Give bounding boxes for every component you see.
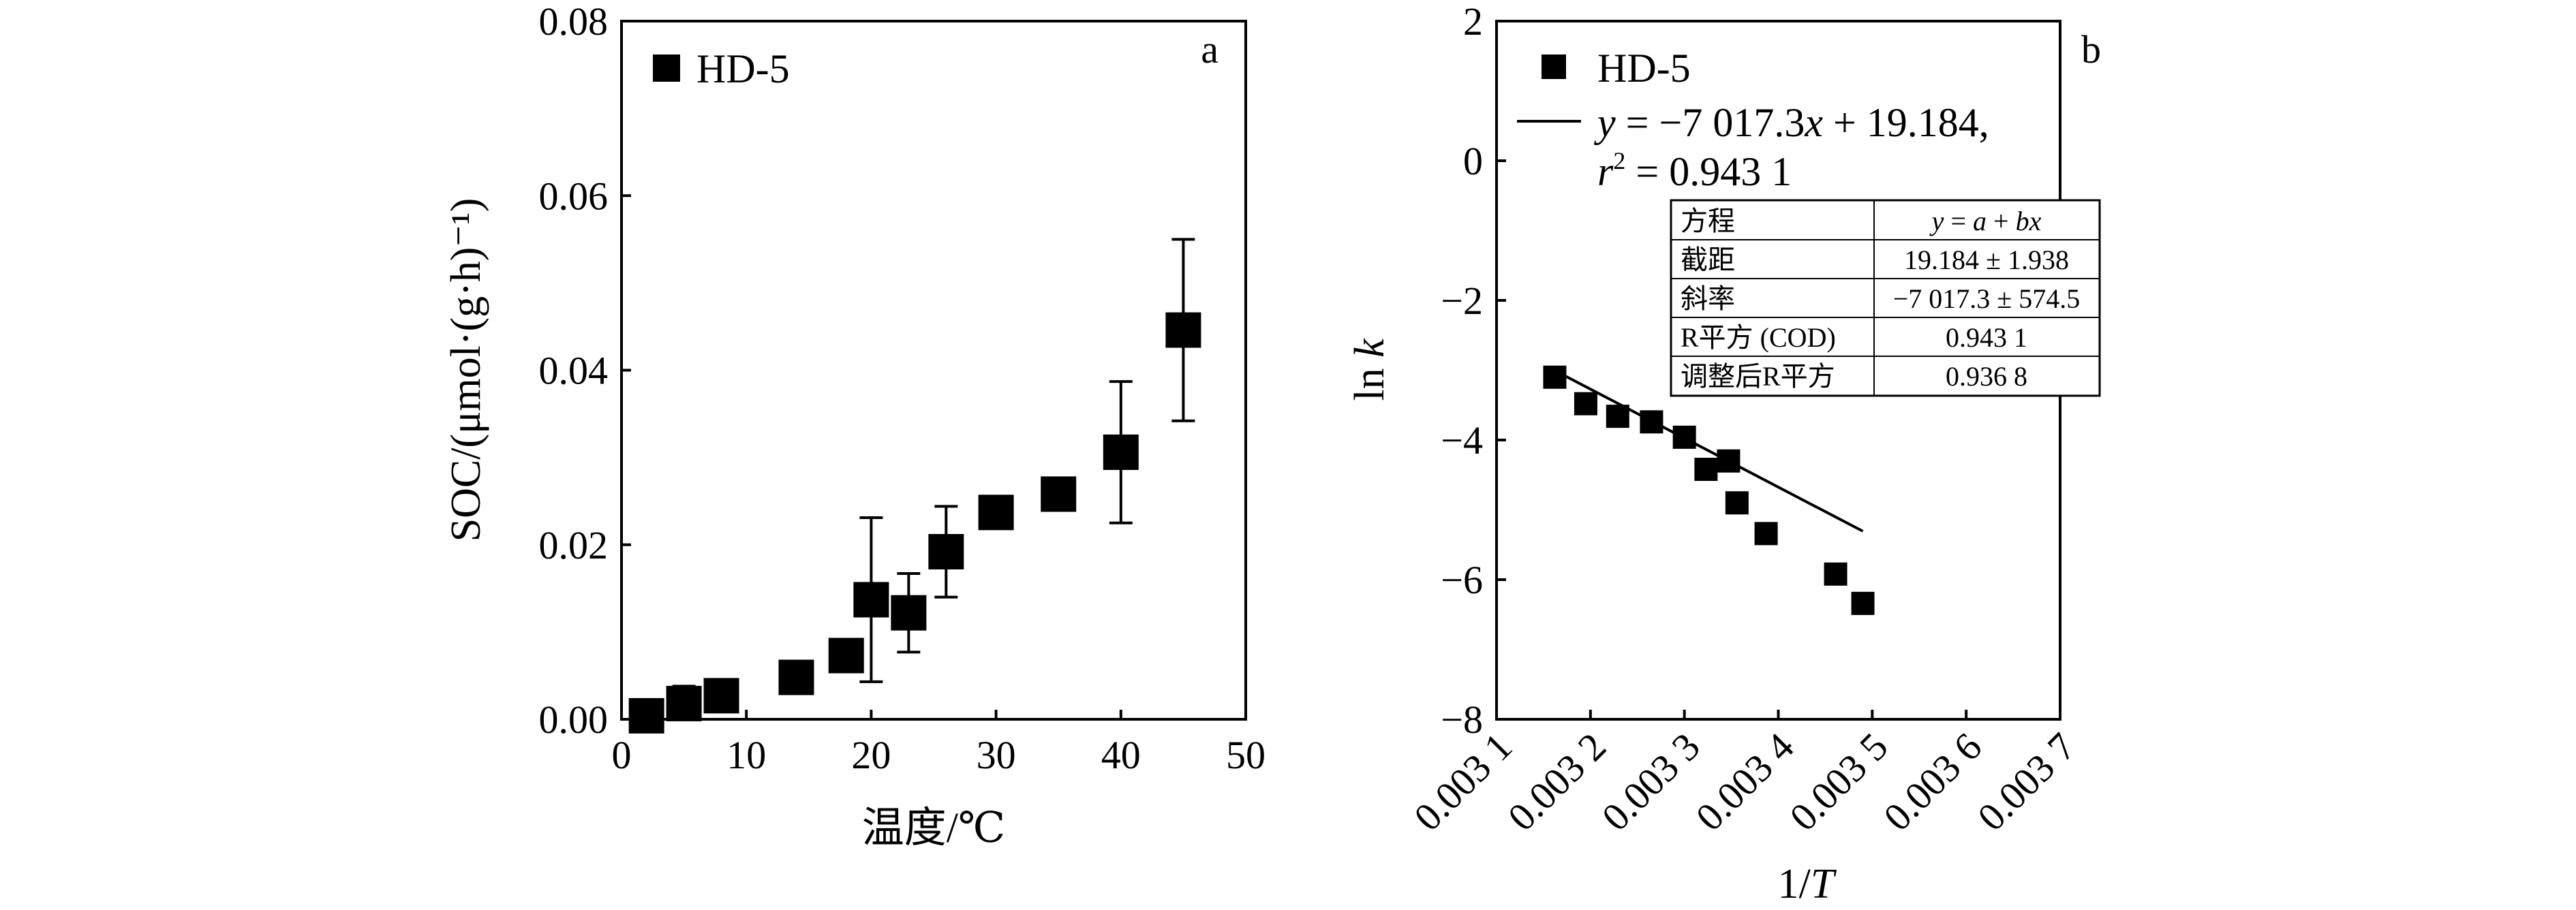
chart-b-y-tick-label: 0	[1463, 139, 1483, 183]
fit-table-label-adj-r2: 调整后R平方	[1681, 361, 1835, 392]
chart-b-fit-eq-mid: = −7 017.3	[1616, 100, 1805, 145]
chart-a-x-tick-label: 40	[1101, 733, 1141, 777]
chart-b-fit-eq-end: + 19.184,	[1823, 100, 1989, 145]
chart-a-y-tick-label: 0.08	[539, 0, 609, 44]
chart-a-point	[928, 534, 964, 569]
chart-b-legend-marker	[1542, 54, 1566, 79]
chart-b-point	[1672, 425, 1696, 449]
chart-b-x-tick-label: 0.003 7	[1969, 724, 2084, 839]
chart-a-x-tick-label: 30	[977, 733, 1016, 777]
fit-table-label-equation: 方程	[1681, 206, 1735, 236]
chart-b-fit-eq-y: y	[1593, 100, 1616, 145]
chart-a-frame	[620, 20, 1247, 721]
chart-b-legend-label: HD-5	[1597, 46, 1691, 91]
chart-b-legend: HD-5 y = −7 017.3x + 19.184, r2 = 0.943 …	[1517, 46, 1989, 194]
chart-a-point	[978, 495, 1014, 531]
chart-b-y-axis-title-prefix: ln	[1347, 358, 1393, 401]
chart-b-point	[1640, 410, 1663, 434]
chart-b-fit-eq-x: x	[1804, 100, 1823, 145]
chart-b-fit-line	[1554, 369, 1864, 533]
chart-a-x-tick-label: 10	[726, 733, 766, 777]
chart-b-x-axis-title-prefix: 1/	[1778, 861, 1811, 907]
chart-b-y-tick-label: 2	[1463, 0, 1483, 44]
chart-a-x-tick-label: 20	[851, 733, 891, 777]
chart-b-x-axis-title: 1/T	[1778, 861, 1837, 907]
chart-a-marks	[628, 238, 1201, 734]
chart-b-point	[1543, 365, 1567, 389]
chart-b-point	[1754, 522, 1778, 546]
chart-b-x-tick-label: 0.003 5	[1781, 724, 1897, 839]
chart-b-x-tick-label: 0.003 3	[1593, 724, 1708, 839]
chart-a-legend: HD-5	[653, 46, 790, 91]
fit-table-eq-bx: bx	[2016, 206, 2042, 236]
chart-a-x-tick-label: 50	[1226, 733, 1266, 777]
chart-b-x-tick-label: 0.003 6	[1875, 724, 1990, 839]
chart-b-y-axis-title: ln k	[1347, 338, 1393, 401]
chart-b-fit-table: 方程 y = a + bx 截距 19.184 ± 1.938 斜率 −7 01…	[1670, 199, 2101, 397]
chart-b-point	[1717, 449, 1741, 473]
fit-table-label-intercept: 截距	[1681, 245, 1735, 275]
chart-b-point	[1824, 562, 1847, 586]
chart-b-y-tick-label: −8	[1441, 697, 1483, 742]
chart-a-y-tick-label: 0.00	[539, 697, 609, 742]
fit-table-eq-equals: =	[1944, 206, 1973, 236]
chart-a-point	[828, 638, 864, 674]
chart-b-y-tick-label: −4	[1441, 418, 1483, 462]
fit-table-eq-plus: +	[1987, 206, 2016, 236]
fit-table-value-slope: −7 017.3 ± 574.5	[1893, 283, 2081, 314]
chart-b-panel-letter: b	[2081, 27, 2101, 72]
chart-b-x-tick-label: 0.003 2	[1499, 724, 1614, 839]
chart-b-fit-r-val: = 0.943 1	[1625, 149, 1792, 194]
chart-a-point	[1041, 476, 1077, 512]
chart-b-y-tick-label: −6	[1441, 558, 1483, 602]
chart-a: 0 10 20 30 40 50 0.00 0.02 0.04 0.06 0.08 a HD-5 温…	[443, 0, 1266, 851]
chart-a-axes: 0 10 20 30 40 50 0.00 0.02 0.04 0.06 0.08	[539, 0, 1266, 777]
chart-a-legend-label: HD-5	[696, 46, 790, 91]
chart-a-y-tick-label: 0.06	[539, 174, 609, 218]
chart-b-point	[1725, 491, 1749, 515]
chart-a-point	[628, 697, 664, 734]
chart-b-fit-equation: y = −7 017.3x + 19.184,	[1593, 100, 1989, 145]
chart-a-y-tick-label: 0.04	[539, 349, 609, 393]
chart-a-point	[666, 685, 702, 721]
chart-a-x-tick-label: 0	[612, 733, 632, 777]
chart-b-fit-r2: r2 = 0.943 1	[1597, 147, 1792, 194]
chart-b-point	[1574, 392, 1597, 415]
chart-b-y-tick-label: −2	[1441, 279, 1483, 323]
fit-table-label-r2: R平方 (COD)	[1681, 322, 1836, 353]
chart-a-x-axis-title: 温度/℃	[862, 805, 1006, 851]
fit-table-eq-y: y	[1929, 206, 1944, 236]
chart-b-marks	[1543, 365, 1875, 615]
chart-b-point	[1606, 405, 1629, 428]
chart-b-fit-r-var: r	[1597, 149, 1614, 194]
chart-b-x-axis-title-var: T	[1811, 861, 1837, 907]
chart-a-point	[853, 582, 889, 618]
chart-b-x-tick-label: 0.003 4	[1687, 724, 1803, 839]
chart-a-point	[703, 678, 739, 714]
chart-b-point	[1851, 591, 1875, 615]
chart-b: 0.003 10.003 20.003 30.003 40.003 50.003…	[1347, 0, 2101, 907]
chart-b-fit-r-sup: 2	[1613, 147, 1625, 174]
chart-b-point	[1694, 458, 1718, 482]
fit-table-eq-a: a	[1973, 206, 1987, 236]
chart-b-y-axis-title-var: k	[1347, 338, 1393, 358]
chart-a-point	[778, 659, 814, 695]
fit-table-value-adj-r2: 0.936 8	[1946, 361, 2027, 392]
chart-a-point	[1165, 312, 1201, 348]
fit-table-value-equation: y = a + bx	[1929, 206, 2042, 236]
chart-a-point	[1103, 434, 1139, 470]
chart-a-panel-letter: a	[1201, 27, 1218, 72]
fit-table-label-slope: 斜率	[1681, 283, 1735, 314]
chart-a-y-tick-label: 0.02	[539, 523, 609, 567]
fit-table-value-r2: 0.943 1	[1946, 322, 2027, 353]
fit-table-value-intercept: 19.184 ± 1.938	[1904, 245, 2069, 275]
chart-a-y-axis-title: SOC/(μmol·(g·h)⁻¹)	[443, 198, 489, 542]
chart-a-legend-marker	[653, 54, 680, 82]
chart-a-point	[891, 595, 927, 631]
chart-b-fit-table-border	[1670, 199, 2101, 397]
